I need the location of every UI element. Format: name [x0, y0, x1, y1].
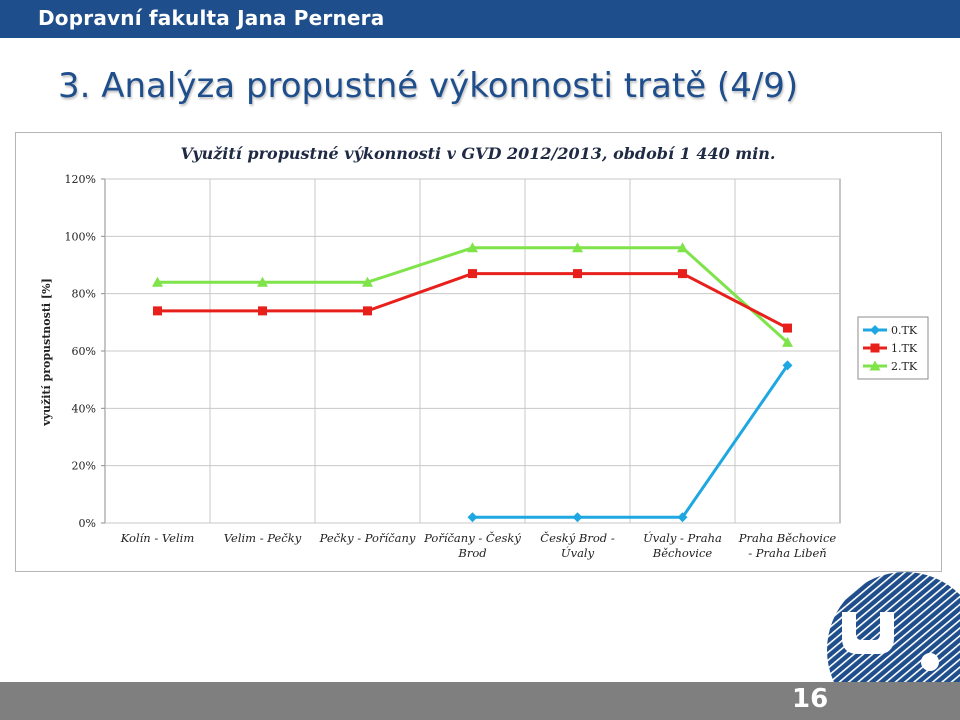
y-tick-label: 40% — [72, 402, 96, 415]
legend-label: 0.TK — [891, 324, 918, 337]
chart-title: Využití propustné výkonnosti v GVD 2012/… — [181, 144, 776, 163]
data-point — [152, 276, 163, 287]
x-tick-label: Velim - Pečky — [224, 531, 302, 545]
x-axis: Kolín - Velim Velim - Pečky Pečky - Poříča… — [120, 531, 837, 560]
chart-border — [15, 132, 942, 572]
data-point — [870, 343, 880, 353]
page-number: 16 — [792, 684, 829, 714]
data-point — [870, 325, 880, 335]
data-point — [153, 306, 162, 316]
series-line — [472, 364, 789, 519]
x-tick-label: Kolín - Velim — [120, 531, 195, 545]
data-point — [783, 323, 792, 333]
y-axis: 0% 20% 40% 60% 80% 100% 120% — [65, 173, 105, 530]
y-tick-label: 100% — [65, 230, 96, 243]
data-point — [572, 242, 583, 253]
data-point — [468, 269, 477, 279]
line-chart: Využití propustné výkonnosti v GVD 2012/… — [15, 132, 942, 572]
slide-title: 3. Analýza propustné výkonnosti tratě (4… — [58, 66, 799, 106]
data-point — [467, 512, 478, 523]
y-tick-label: 20% — [72, 460, 96, 473]
chart-frame: Využití propustné výkonnosti v GVD 2012/… — [15, 132, 942, 572]
data-point — [363, 306, 372, 316]
data-point — [677, 242, 688, 253]
y-axis-label: využití propustnosti [%] — [40, 278, 53, 427]
data-point — [782, 336, 793, 347]
y-tick-label: 120% — [65, 173, 96, 186]
data-point — [467, 242, 478, 253]
y-tick-label: 80% — [72, 288, 96, 301]
y-tick-label: 0% — [79, 517, 96, 530]
x-tick-label: Praha Běchovice - Praha Libeň — [738, 531, 837, 560]
header-bar: Dopravní fakulta Jana Pernera — [0, 0, 960, 38]
data-point — [573, 269, 582, 279]
data-point — [782, 360, 793, 371]
data-point — [362, 276, 373, 287]
x-tick-label: Pečky - Poříčany — [319, 531, 416, 545]
data-point — [869, 360, 881, 371]
data-point — [258, 306, 267, 316]
x-tick-label: Český Brod -Úvaly — [540, 531, 615, 560]
legend-label: 1.TK — [891, 342, 918, 355]
series-1.TK — [153, 269, 792, 333]
footer-bar — [0, 682, 960, 720]
series-2.TK — [152, 242, 793, 347]
data-point — [257, 276, 268, 287]
legend-label: 2.TK — [891, 360, 918, 373]
y-tick-label: 60% — [72, 345, 96, 358]
legend-entry: 2.TK — [863, 360, 918, 373]
series-0.TK — [467, 360, 793, 523]
x-tick-label: Úvaly - Praha Běchovice — [643, 531, 722, 560]
series-lines — [152, 242, 793, 523]
x-tick-label: Poříčany - Český Brod — [423, 531, 521, 560]
legend-entry: 1.TK — [863, 342, 918, 355]
institution-name: Dopravní fakulta Jana Pernera — [38, 6, 385, 30]
data-point — [677, 512, 688, 523]
legend-entry: 0.TK — [863, 324, 918, 337]
data-point — [678, 269, 687, 279]
data-point — [572, 512, 583, 523]
grid — [104, 178, 841, 524]
legend: 0.TK 1.TK 2.TK — [857, 316, 929, 380]
